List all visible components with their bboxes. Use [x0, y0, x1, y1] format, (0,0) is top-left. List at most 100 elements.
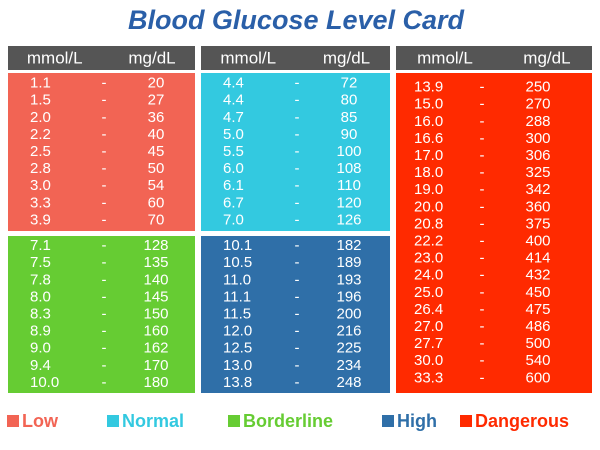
mgdl-value: 193 [336, 271, 361, 288]
separator: - [102, 92, 107, 109]
separator: - [295, 160, 300, 177]
header-bg [201, 46, 390, 70]
mgdl-value: 288 [525, 113, 550, 130]
separator: - [295, 323, 300, 340]
separator: - [102, 177, 107, 194]
mgdl-value: 128 [143, 237, 168, 254]
mmol-value: 22.2 [414, 233, 443, 250]
header-cell: mmol/L [220, 48, 276, 67]
mmol-value: 4.4 [223, 92, 244, 109]
separator: - [295, 177, 300, 194]
separator: - [295, 374, 300, 391]
mgdl-value: 54 [148, 177, 165, 194]
separator: - [102, 340, 107, 357]
mmol-value: 1.5 [30, 92, 51, 109]
mmol-value: 4.7 [223, 109, 244, 126]
mgdl-value: 160 [143, 323, 168, 340]
mmol-value: 27.7 [414, 335, 443, 352]
header-bg [8, 46, 195, 70]
mgdl-value: 196 [336, 288, 361, 305]
mgdl-value: 234 [336, 357, 361, 374]
mmol-value: 6.7 [223, 194, 244, 211]
mgdl-value: 250 [525, 79, 550, 96]
mgdl-value: 270 [525, 96, 550, 113]
separator: - [480, 267, 485, 284]
separator: - [295, 288, 300, 305]
mmol-value: 16.6 [414, 130, 443, 147]
mgdl-value: 200 [336, 305, 361, 322]
mgdl-value: 600 [525, 369, 550, 386]
mmol-value: 3.9 [30, 211, 51, 228]
separator: - [480, 113, 485, 130]
separator: - [295, 237, 300, 254]
mmol-value: 25.0 [414, 284, 443, 301]
separator: - [295, 305, 300, 322]
separator: - [480, 335, 485, 352]
header-cell: mg/dL [128, 48, 175, 67]
header-cell: mmol/L [27, 48, 83, 67]
mgdl-value: 216 [336, 323, 361, 340]
legend-label: Dangerous [475, 411, 569, 431]
separator: - [480, 130, 485, 147]
mgdl-value: 400 [525, 233, 550, 250]
separator: - [295, 340, 300, 357]
block-bg [396, 73, 592, 393]
separator: - [480, 147, 485, 164]
mmol-value: 18.0 [414, 164, 443, 181]
mmol-value: 10.0 [30, 374, 59, 391]
legend-swatch [7, 415, 19, 427]
mgdl-value: 40 [148, 126, 165, 143]
separator: - [295, 143, 300, 160]
mmol-value: 11.5 [223, 305, 251, 322]
separator: - [295, 194, 300, 211]
separator: - [295, 109, 300, 126]
mgdl-value: 50 [148, 160, 165, 177]
mmol-value: 13.0 [223, 357, 252, 374]
separator: - [480, 198, 485, 215]
mmol-value: 9.4 [30, 357, 51, 374]
mmol-value: 6.0 [223, 160, 244, 177]
separator: - [480, 79, 485, 96]
header-cell: mg/dL [323, 48, 370, 67]
legend-label: Low [22, 411, 59, 431]
mmol-value: 13.8 [223, 374, 252, 391]
mgdl-value: 180 [143, 374, 168, 391]
separator: - [295, 75, 300, 92]
mgdl-value: 306 [525, 147, 550, 164]
mmol-value: 11.1 [223, 288, 251, 305]
separator: - [102, 75, 107, 92]
mmol-value: 24.0 [414, 267, 443, 284]
mgdl-value: 432 [525, 267, 550, 284]
mgdl-value: 450 [525, 284, 550, 301]
mmol-value: 30.0 [414, 352, 443, 369]
mmol-value: 27.0 [414, 318, 443, 335]
mmol-value: 15.0 [414, 96, 443, 113]
separator: - [102, 126, 107, 143]
mgdl-value: 100 [336, 143, 361, 160]
separator: - [295, 357, 300, 374]
mmol-value: 12.0 [223, 323, 252, 340]
mmol-value: 5.5 [223, 143, 244, 160]
separator: - [480, 181, 485, 198]
separator: - [480, 233, 485, 250]
separator: - [480, 318, 485, 335]
header-cell: mmol/L [417, 48, 473, 67]
mgdl-value: 70 [148, 211, 165, 228]
separator: - [102, 109, 107, 126]
mmol-value: 6.1 [223, 177, 244, 194]
legend-swatch [228, 415, 240, 427]
mgdl-value: 126 [336, 211, 361, 228]
mmol-value: 2.5 [30, 143, 51, 160]
block-bg [201, 236, 390, 393]
legend-swatch [460, 415, 472, 427]
mmol-value: 13.9 [414, 79, 443, 96]
mgdl-value: 189 [336, 254, 361, 271]
mmol-value: 7.5 [30, 254, 51, 271]
mgdl-value: 85 [341, 109, 358, 126]
separator: - [480, 96, 485, 113]
separator: - [102, 305, 107, 322]
block-bg [8, 236, 195, 393]
separator: - [102, 160, 107, 177]
mmol-value: 2.2 [30, 126, 51, 143]
mgdl-value: 140 [143, 271, 168, 288]
